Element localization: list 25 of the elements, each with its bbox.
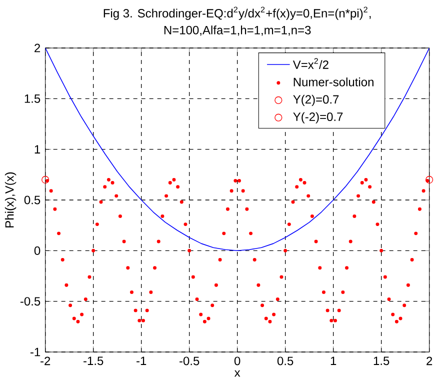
legend-label: Numer-solution [294, 77, 374, 86]
legend-label: Y(2)=0.7 [293, 94, 339, 106]
line-series [45, 48, 430, 252]
y-tick-label: 2 [34, 44, 40, 52]
x-tick-label: 2 [426, 356, 432, 366]
x-tick-label: -0.5 [180, 356, 200, 366]
x-tick-label: 1.5 [374, 356, 390, 366]
y-tick-label: -1 [30, 348, 40, 356]
x-axis-title: x [234, 370, 240, 377]
y-axis-title: Phi(x),V(x) [4, 172, 16, 228]
y-tick-label: 0.5 [24, 196, 40, 204]
y-tick-label: 0 [34, 246, 40, 255]
x-tick-label: -1 [136, 356, 146, 365]
legend-label: V=x$^{2}$/2 [292, 58, 328, 69]
y-tick-label: 1.5 [24, 94, 40, 103]
x-tick-label: 0 [234, 356, 240, 366]
legend-label: Y(-2)=0.7 [293, 112, 343, 124]
chart-subtitle: N=100,Alfa=1,h=1,m=1,n=3 [164, 26, 311, 36]
x-tick-label: 0.5 [277, 356, 294, 366]
x-tick-label: -1.5 [84, 356, 104, 366]
x-tick-label: 1 [330, 356, 336, 365]
y-tick-label: -0.5 [20, 297, 40, 306]
y-tick-label: 1 [34, 145, 40, 154]
chart-title: Fig 3. Schrodinger-EQ:d$^{2}$y/dx$^{2}$+f(x)y=0,En=(n*pi)$^{2}$, [104, 6, 371, 20]
x-tick-label: -2 [40, 356, 50, 366]
